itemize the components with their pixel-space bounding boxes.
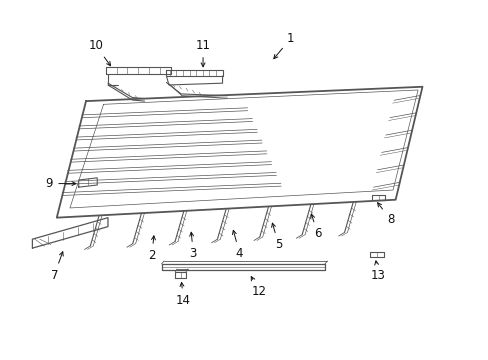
Text: 9: 9 bbox=[45, 177, 76, 190]
Text: 7: 7 bbox=[50, 252, 63, 282]
Text: 3: 3 bbox=[189, 232, 197, 260]
Text: 4: 4 bbox=[232, 230, 243, 260]
Text: 13: 13 bbox=[370, 261, 385, 282]
Text: 14: 14 bbox=[176, 283, 191, 307]
Text: 2: 2 bbox=[148, 236, 155, 262]
Text: 12: 12 bbox=[251, 276, 266, 298]
Text: 10: 10 bbox=[88, 39, 110, 66]
Text: 8: 8 bbox=[377, 203, 394, 226]
Text: 5: 5 bbox=[271, 223, 282, 251]
Text: 1: 1 bbox=[273, 32, 294, 59]
Text: 11: 11 bbox=[195, 39, 210, 67]
Text: 6: 6 bbox=[310, 214, 321, 240]
